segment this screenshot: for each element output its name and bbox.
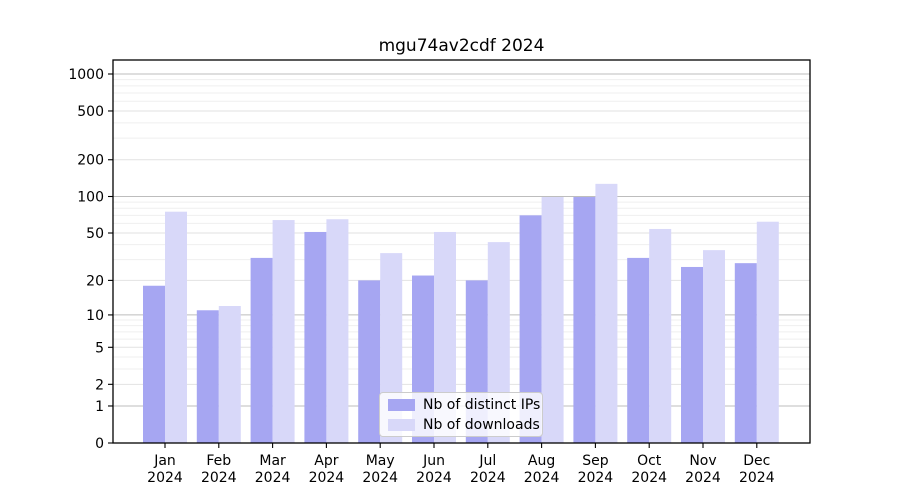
x-tick-label: Sep xyxy=(582,453,609,469)
legend: Nb of distinct IPs Nb of downloads xyxy=(379,392,543,437)
bar xyxy=(272,220,295,443)
bar xyxy=(756,221,779,443)
x-tick-label: Aug xyxy=(528,453,555,469)
y-tick-label: 500 xyxy=(77,104,104,120)
bar xyxy=(541,197,564,443)
bar xyxy=(573,197,596,443)
chart-title: mgu74av2cdf 2024 xyxy=(378,36,545,56)
x-tick-label: 2024 xyxy=(524,470,560,486)
x-tick-label: 2024 xyxy=(147,470,183,486)
x-tick-label: May xyxy=(366,453,395,469)
bar xyxy=(649,228,672,443)
x-tick-label: 2024 xyxy=(309,470,345,486)
legend-label-distinct-ips: Nb of distinct IPs xyxy=(423,396,541,413)
y-tick-label: 200 xyxy=(77,153,104,169)
x-tick-label: Nov xyxy=(689,453,716,469)
bar xyxy=(681,266,703,443)
y-tick-label: 5 xyxy=(95,340,104,356)
x-tick-label: 2024 xyxy=(631,470,667,486)
x-tick-label: Dec xyxy=(743,453,770,469)
x-tick-label: 2024 xyxy=(362,470,398,486)
x-tick-label: 2024 xyxy=(416,470,452,486)
x-tick-label: 2024 xyxy=(201,470,237,486)
bar xyxy=(304,231,327,443)
bar xyxy=(595,183,618,443)
legend-swatch-downloads xyxy=(388,418,415,431)
y-tick-label: 1 xyxy=(95,399,104,415)
bar xyxy=(519,215,542,443)
bar xyxy=(627,257,650,443)
x-tick-label: Oct xyxy=(637,453,662,469)
x-tick-label: 2024 xyxy=(470,470,506,486)
x-tick-label: Jan xyxy=(153,453,176,469)
x-tick-label: Feb xyxy=(206,453,231,469)
bar xyxy=(703,250,725,443)
legend-item-distinct-ips: Nb of distinct IPs xyxy=(388,397,540,413)
plot-frame xyxy=(112,59,811,444)
bar xyxy=(250,257,273,443)
bar xyxy=(165,211,187,443)
legend-swatch-distinct-ips xyxy=(388,398,415,411)
y-tick-label: 50 xyxy=(86,226,104,242)
x-tick-label: Jul xyxy=(478,453,496,469)
x-tick-label: Apr xyxy=(314,453,338,469)
y-tick-label: 100 xyxy=(77,190,104,206)
x-tick-label: 2024 xyxy=(255,470,291,486)
x-tick-label: 2024 xyxy=(578,470,614,486)
x-tick-label: Mar xyxy=(259,453,286,469)
legend-label-downloads: Nb of downloads xyxy=(423,416,540,433)
bar xyxy=(143,285,165,443)
x-tick-label: 2024 xyxy=(685,470,721,486)
bar xyxy=(358,280,381,443)
bar xyxy=(218,306,241,443)
bar xyxy=(434,231,456,443)
x-tick-label: Jun xyxy=(422,453,445,469)
x-tick-label: 2024 xyxy=(739,470,775,486)
y-tick-label: 1000 xyxy=(68,67,104,83)
y-tick-label: 2 xyxy=(95,377,104,393)
bar xyxy=(326,219,349,443)
bar xyxy=(196,310,219,443)
y-tick-label: 10 xyxy=(86,308,104,324)
legend-item-downloads: Nb of downloads xyxy=(388,417,540,433)
y-tick-label: 0 xyxy=(95,436,104,452)
bar xyxy=(734,263,757,443)
y-tick-label: 20 xyxy=(86,273,104,289)
